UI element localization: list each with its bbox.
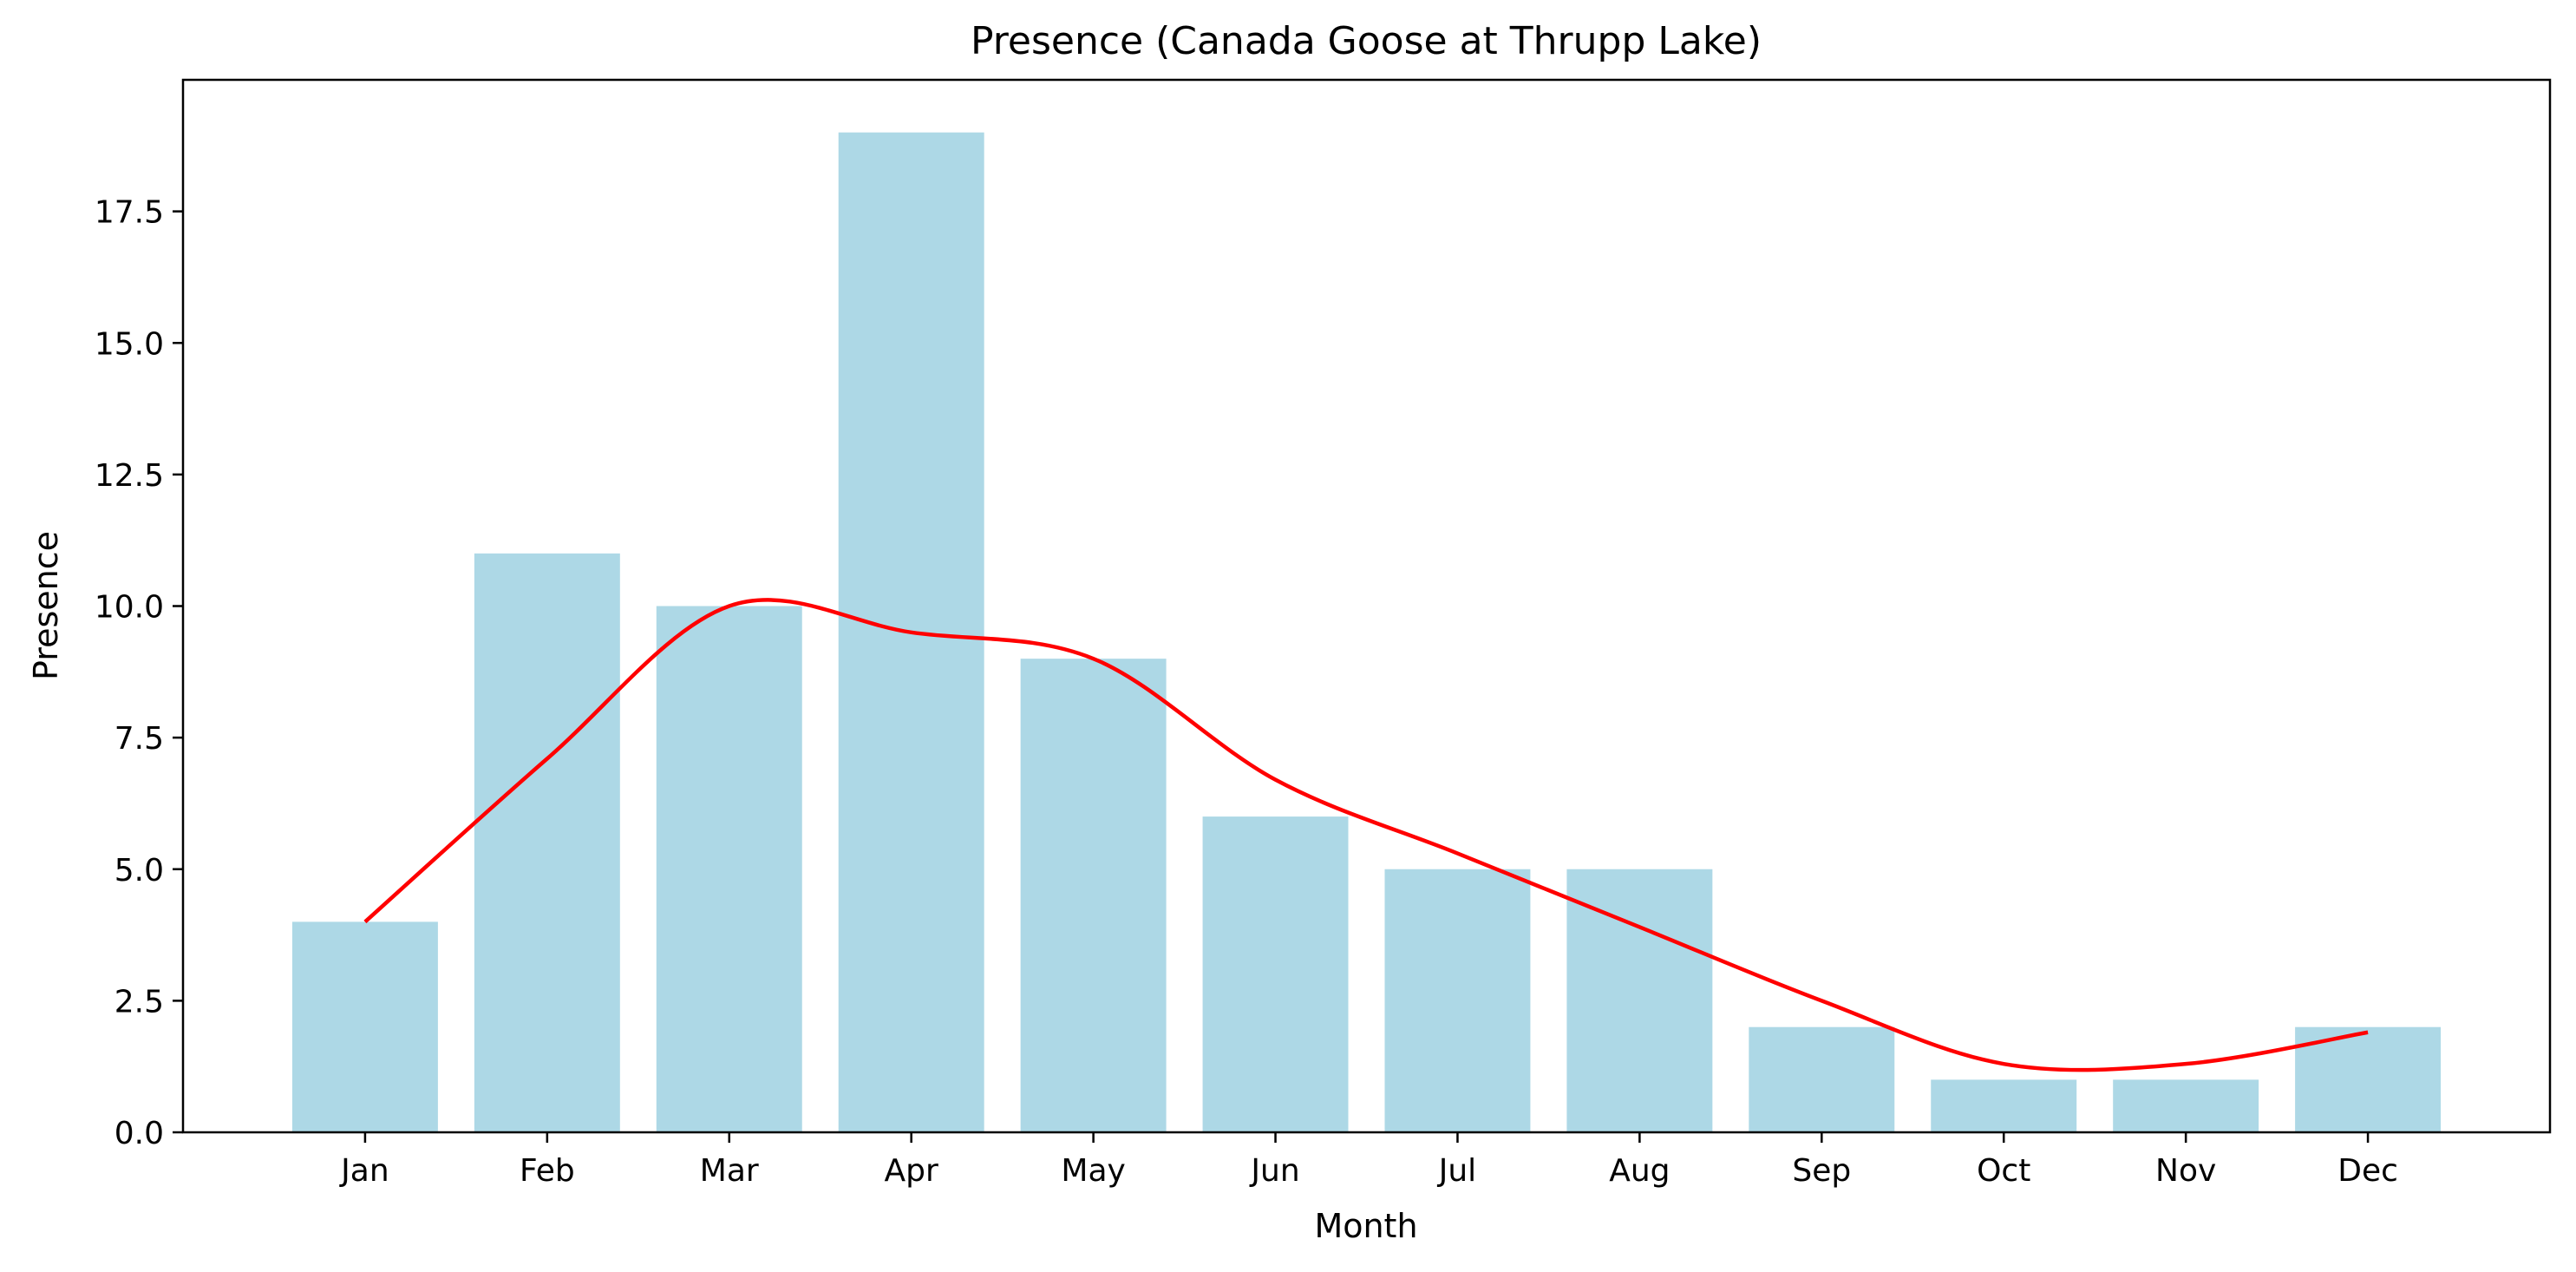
y-tick-label: 10.0 (95, 590, 164, 626)
x-tick-label-jan: Jan (339, 1153, 389, 1189)
x-tick-label-jun: Jun (1249, 1153, 1299, 1189)
x-tick-label-feb: Feb (520, 1153, 575, 1189)
y-tick-label: 2.5 (114, 984, 164, 1020)
x-tick-label-mar: Mar (700, 1153, 759, 1189)
bar-jul (1384, 869, 1531, 1132)
x-axis-label: Month (1314, 1207, 1417, 1245)
bar-oct (1931, 1079, 2077, 1132)
x-tick-label-oct: Oct (1977, 1153, 2030, 1189)
bar-jun (1202, 816, 1349, 1132)
bar-sep (1749, 1026, 1895, 1132)
x-tick-label-dec: Dec (2337, 1153, 2398, 1189)
y-tick-label: 7.5 (114, 721, 164, 757)
bar-may (1020, 659, 1167, 1132)
x-tick-label-apr: Apr (885, 1153, 938, 1189)
x-tick-label-jul: Jul (1437, 1153, 1476, 1189)
trend-line (363, 598, 2369, 1072)
y-tick-label: 15.0 (95, 326, 164, 362)
bar-series (291, 132, 2442, 1132)
plot-frame (181, 78, 2552, 1134)
y-tick-label: 17.5 (95, 195, 164, 231)
x-axis: Jan Feb Mar Apr May Jun Jul Aug Sep Oct Nov Dec (339, 1132, 2398, 1189)
x-tick-label-nov: Nov (2155, 1153, 2216, 1189)
bar-aug (1566, 869, 1713, 1132)
x-tick-label-aug: Aug (1609, 1153, 1670, 1189)
bar-dec (2295, 1026, 2442, 1132)
bar-nov (2113, 1079, 2259, 1132)
bar-jan (291, 921, 438, 1132)
y-axis-label: Presence (27, 531, 65, 680)
y-axis: 0.0 2.5 5.0 7.5 10.0 12.5 15.0 17.5 (95, 195, 183, 1151)
chart-title: Presence (Canada Goose at Thrupp Lake) (971, 19, 1762, 63)
y-tick-label: 12.5 (95, 458, 164, 494)
x-tick-label-may: May (1061, 1153, 1125, 1189)
bar-feb (474, 553, 620, 1132)
x-tick-label-sep: Sep (1792, 1153, 1851, 1189)
y-tick-label: 0.0 (114, 1116, 164, 1151)
bar-mar (656, 606, 802, 1132)
y-tick-label: 5.0 (114, 853, 164, 888)
